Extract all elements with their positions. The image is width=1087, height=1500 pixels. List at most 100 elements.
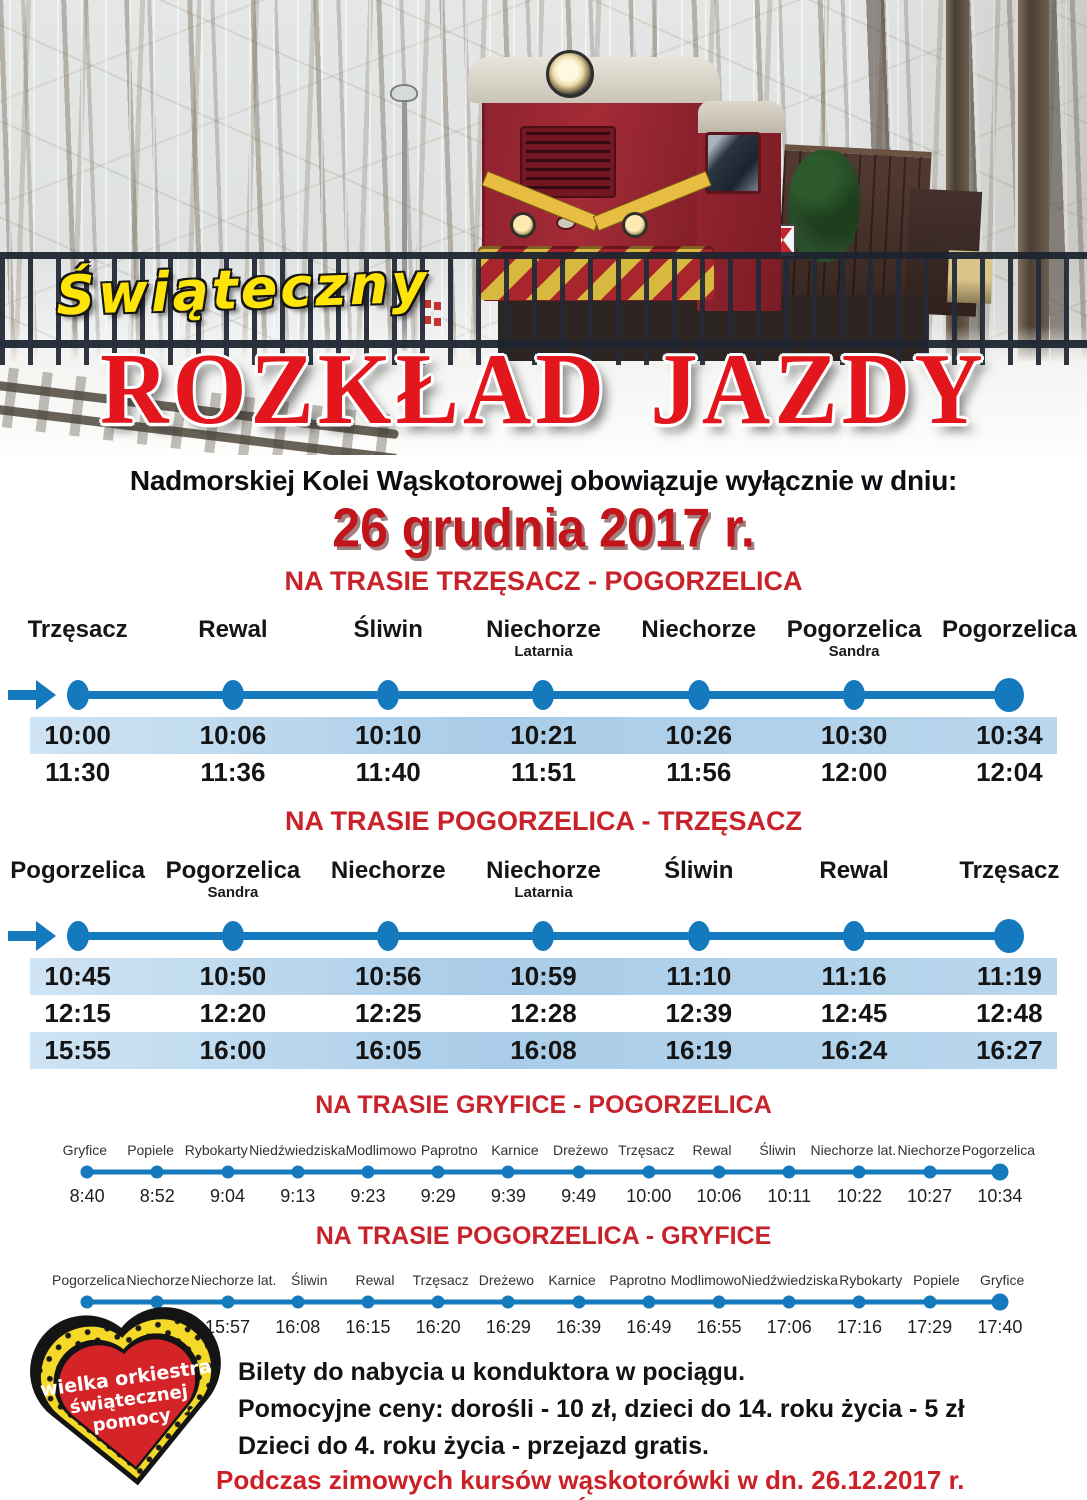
station-name: Popiele bbox=[127, 1141, 174, 1158]
route-dot bbox=[291, 1295, 305, 1309]
station-sub-label bbox=[776, 884, 931, 901]
route-dot bbox=[642, 1295, 656, 1309]
station: Pogorzelica Sandra bbox=[155, 857, 310, 914]
ticket-info: Bilety do nabycia u konduktora w pociągu… bbox=[186, 1346, 1087, 1500]
station-name: Śliwin bbox=[353, 616, 423, 644]
route-dot bbox=[782, 1295, 796, 1309]
route-dot-cell bbox=[155, 914, 310, 958]
bottom-info: wielka orkiestra świątecznej pomocy Bile… bbox=[0, 1328, 1087, 1500]
station-sub-label: Latarnia bbox=[514, 883, 573, 901]
station: Niechorze lat. bbox=[811, 1140, 897, 1162]
ticket-info-line: Dzieci do 4. roku życia - przejazd grati… bbox=[238, 1432, 709, 1461]
station-name: Trzęsacz bbox=[959, 856, 1060, 884]
route-dot-cell bbox=[122, 1292, 192, 1312]
route-track bbox=[87, 1299, 1000, 1305]
station: Niechorze Latarnia bbox=[466, 617, 621, 673]
timetable-section-4: NA TRASIE POGORZELICA - GRYFICE Pogorzeli… bbox=[0, 1222, 1087, 1343]
departure-time: 12:15 bbox=[44, 997, 111, 1028]
departure-row: 11:30 11:36 11:40 11:51 11:56 12:00 12:04 bbox=[0, 754, 1087, 791]
cab-window bbox=[705, 132, 761, 194]
departure-time: 10:26 bbox=[665, 720, 733, 751]
route-dots bbox=[0, 914, 1087, 958]
departure-time: 16:15 bbox=[345, 1316, 391, 1337]
departure-time: 16:20 bbox=[415, 1316, 461, 1337]
route-line bbox=[0, 914, 1087, 958]
route-dots bbox=[52, 1162, 1035, 1182]
departure-time: 11:30 bbox=[45, 757, 111, 788]
departure-time: 17:06 bbox=[766, 1316, 812, 1337]
station-name: Rewal bbox=[355, 1272, 395, 1289]
station: Paprotno bbox=[605, 1270, 671, 1292]
station-name: Śliwin bbox=[759, 1141, 796, 1158]
station-sub-label bbox=[621, 643, 776, 660]
date-heading: 26 grudnia 2017 r. bbox=[332, 497, 755, 559]
stations-row: Gryfice Popiele Rybokarty Niedźwiedziska Mod… bbox=[52, 1140, 1035, 1162]
station: Niechorze bbox=[896, 1140, 962, 1162]
station: Rewal bbox=[679, 1140, 745, 1162]
departure-time: 17:29 bbox=[907, 1316, 953, 1337]
timetable-section-1: NA TRASIE TRZĘSACZ - POGORZELICA Trzęsacz… bbox=[0, 567, 1087, 791]
departure-time: 10:59 bbox=[510, 960, 577, 991]
grille-slats bbox=[526, 132, 610, 192]
station-name: Niedźwiedziska bbox=[741, 1272, 838, 1289]
station: Niechorze lat. bbox=[191, 1270, 277, 1292]
route-dot bbox=[431, 1165, 445, 1179]
route-dot bbox=[221, 1295, 235, 1309]
locomotive-roof bbox=[468, 57, 720, 103]
station: Modlimowo bbox=[346, 1140, 417, 1162]
right-headlight bbox=[622, 212, 648, 238]
route-dot-cell bbox=[932, 673, 1087, 717]
route-dot-cell bbox=[192, 1292, 262, 1312]
station: Rybokarty bbox=[183, 1140, 249, 1162]
station-name: Niechorze lat. bbox=[190, 1272, 277, 1289]
departure-time: 10:45 bbox=[44, 960, 111, 991]
subtitle: Nadmorskiej Kolei Wąskotorowej obowiązuj… bbox=[129, 465, 958, 496]
route-dot-cell bbox=[192, 1162, 262, 1182]
station: Śliwin bbox=[745, 1140, 811, 1162]
route-dots bbox=[52, 1292, 1035, 1312]
station-sub-label bbox=[621, 884, 776, 901]
lamp-head bbox=[390, 84, 418, 102]
route-dot-cell bbox=[754, 1162, 824, 1182]
route-dot bbox=[80, 1295, 94, 1309]
station-sub-label: Sandra bbox=[207, 883, 259, 901]
route-dot bbox=[150, 1165, 164, 1179]
departure-time: 12:04 bbox=[976, 757, 1043, 788]
route-dot bbox=[991, 1293, 1009, 1311]
station: Trzęsacz bbox=[0, 617, 155, 673]
departure-time: 9:23 bbox=[350, 1186, 386, 1207]
station-name: Niechorze bbox=[486, 616, 601, 644]
route-arrow-icon bbox=[8, 680, 56, 711]
departure-time: 10:11 bbox=[767, 1186, 812, 1207]
route-dot-cell bbox=[263, 1162, 333, 1182]
departure-time: 10:30 bbox=[820, 720, 888, 751]
station-name: Rewal bbox=[819, 856, 889, 884]
station: Dreżewo bbox=[548, 1140, 614, 1162]
station: Śliwin bbox=[621, 857, 776, 914]
route-dot bbox=[687, 680, 710, 711]
station-name: Niechorze bbox=[641, 616, 757, 644]
departure-time: 12:00 bbox=[820, 757, 888, 788]
route-dot bbox=[923, 1165, 937, 1179]
station-sub-label: Sandra bbox=[828, 643, 880, 661]
station: Pogorzelica bbox=[0, 857, 155, 914]
station-sub-label bbox=[155, 643, 310, 660]
station: Modlimowo bbox=[671, 1270, 742, 1292]
departure-time: 11:36 bbox=[200, 757, 266, 788]
departure-time: 9:13 bbox=[280, 1186, 316, 1207]
station: Pogorzelica bbox=[52, 1270, 125, 1292]
departure-time: 11:40 bbox=[355, 757, 421, 788]
station: Rewal bbox=[155, 617, 310, 673]
section-title: NA TRASIE POGORZELICA - GRYFICE bbox=[315, 1221, 772, 1250]
route-dot bbox=[80, 1165, 94, 1179]
route-line bbox=[0, 673, 1087, 717]
route-dot bbox=[361, 1165, 375, 1179]
departure-time: 10:06 bbox=[199, 720, 267, 751]
station-name: Rewal bbox=[198, 616, 268, 644]
holiday-script-title: Świąteczny bbox=[55, 251, 431, 328]
route-dot-cell bbox=[544, 1162, 614, 1182]
station-name: Śliwin bbox=[291, 1272, 328, 1289]
station-name: Modlimowo bbox=[345, 1141, 417, 1158]
departure-time: 11:10 bbox=[666, 960, 732, 991]
wosp-notice-line: Podczas zimowych kursów wąskotorówki w d… bbox=[216, 1465, 965, 1496]
